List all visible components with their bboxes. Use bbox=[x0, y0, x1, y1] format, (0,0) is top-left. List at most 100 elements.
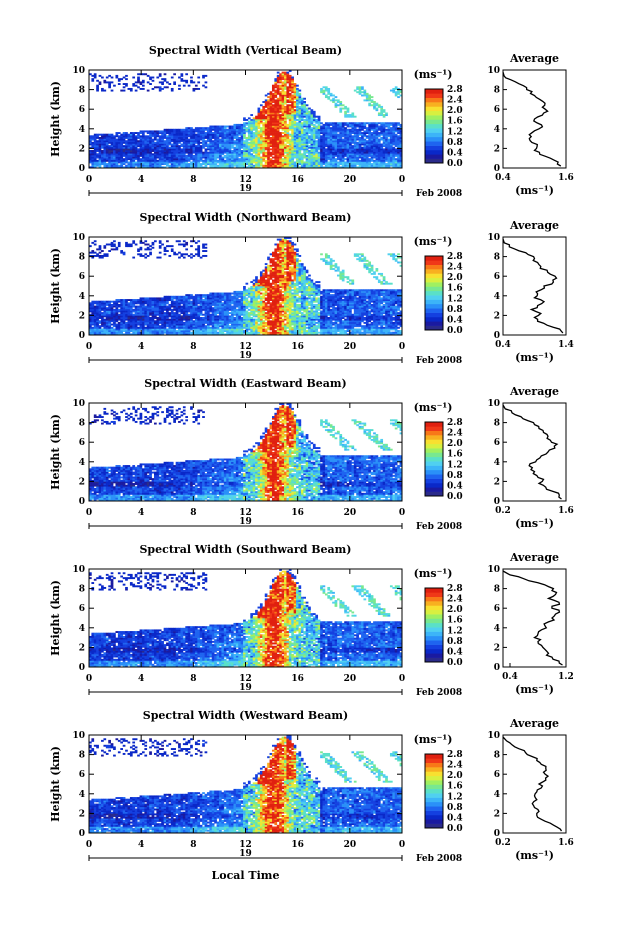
heatmap-cell bbox=[144, 305, 148, 308]
heatmap-cell bbox=[158, 135, 162, 138]
heatmap-cell bbox=[192, 151, 196, 154]
heatmap-cell bbox=[199, 133, 203, 136]
heatmap-cell bbox=[134, 163, 138, 166]
heatmap-cell bbox=[223, 125, 227, 128]
heatmap-cell bbox=[223, 166, 227, 169]
heatmap-cell bbox=[96, 148, 99, 151]
heatmap-cell bbox=[185, 154, 189, 157]
heatmap-cell bbox=[161, 150, 164, 152]
heatmap-cell bbox=[156, 297, 160, 300]
heatmap-cell bbox=[137, 164, 140, 167]
colorbar-swatch bbox=[425, 119, 443, 125]
heatmap-cell bbox=[113, 161, 116, 164]
heatmap-cell bbox=[209, 135, 213, 138]
heatmap-cell bbox=[361, 146, 364, 149]
heatmap-cell bbox=[101, 135, 104, 138]
heatmap-cell bbox=[231, 150, 234, 152]
heatmap-cell bbox=[132, 166, 136, 169]
heatmap-cell bbox=[122, 135, 126, 138]
heatmap-cell bbox=[154, 154, 157, 157]
heatmap-cell bbox=[187, 135, 191, 138]
heatmap-cell bbox=[108, 300, 111, 303]
heatmap-cell bbox=[113, 154, 116, 157]
heatmap-cell bbox=[219, 158, 222, 161]
heatmap-cell bbox=[103, 135, 107, 138]
heatmap-cell bbox=[178, 87, 181, 90]
heatmap-cell bbox=[141, 151, 145, 154]
heatmap-cell bbox=[103, 133, 107, 136]
heatmap-cell bbox=[113, 151, 116, 154]
heatmap-cell bbox=[139, 141, 143, 144]
heatmap-cell bbox=[206, 156, 210, 159]
heatmap-cell bbox=[163, 156, 167, 159]
heatmap-cell bbox=[158, 164, 162, 167]
heatmap-cell bbox=[149, 150, 152, 152]
heatmap-cell bbox=[221, 166, 225, 169]
heatmap-cell bbox=[96, 136, 99, 139]
heatmap-cell bbox=[190, 148, 193, 151]
heatmap-cell bbox=[211, 143, 215, 146]
heatmap-cell bbox=[154, 151, 157, 154]
heatmap-cell bbox=[368, 158, 371, 161]
heatmap-cell bbox=[96, 135, 99, 138]
heatmap-cell bbox=[226, 154, 229, 157]
heatmap-cell bbox=[149, 145, 152, 148]
heatmap-cell bbox=[175, 132, 179, 134]
heatmap-cell bbox=[221, 132, 225, 134]
heatmap-cell bbox=[137, 151, 140, 154]
heatmap-cell bbox=[105, 153, 109, 156]
heatmap-cell bbox=[375, 102, 379, 105]
heatmap-cell bbox=[170, 128, 174, 131]
heatmap-cell bbox=[113, 145, 116, 148]
heatmap-cell bbox=[199, 163, 203, 166]
heatmap-cell bbox=[202, 154, 205, 157]
heatmap-cell bbox=[219, 148, 222, 151]
heatmap-cell bbox=[120, 78, 124, 81]
heatmap-cell bbox=[132, 308, 136, 311]
heatmap-cell bbox=[211, 164, 215, 167]
heatmap-cell bbox=[223, 140, 227, 143]
heatmap-cell bbox=[141, 145, 145, 148]
heatmap-cell bbox=[175, 151, 179, 154]
heatmap-cell bbox=[197, 127, 201, 130]
heatmap-cell bbox=[139, 136, 143, 139]
heatmap-cell bbox=[163, 253, 167, 256]
heatmap-cell bbox=[161, 166, 164, 169]
heatmap-cell bbox=[264, 109, 268, 112]
heatmap-cell bbox=[113, 163, 116, 166]
heatmap-cell bbox=[117, 138, 121, 141]
heatmap-cell bbox=[214, 148, 217, 151]
heatmap-cell bbox=[158, 158, 162, 161]
heatmap-cell bbox=[274, 78, 278, 81]
heatmap-cell bbox=[332, 122, 335, 125]
heatmap-cell bbox=[158, 73, 162, 76]
heatmap-cell bbox=[175, 164, 179, 167]
heatmap-cell bbox=[154, 161, 157, 164]
heatmap-cell bbox=[187, 140, 191, 143]
heatmap-cell bbox=[139, 159, 143, 162]
heatmap-cell bbox=[192, 166, 196, 169]
heatmap-cell bbox=[178, 148, 181, 151]
x-tick-label: 1.6 bbox=[558, 173, 574, 183]
heatmap-cell bbox=[115, 148, 119, 151]
heatmap-cell bbox=[199, 151, 203, 154]
heatmap-cell bbox=[129, 133, 133, 136]
heatmap-cell bbox=[192, 138, 196, 141]
heatmap-cell bbox=[122, 159, 126, 162]
colorbar-tick-label: 0.8 bbox=[447, 138, 463, 148]
heatmap-cell bbox=[204, 127, 208, 130]
heatmap-cell bbox=[110, 241, 114, 244]
heatmap-cell bbox=[199, 159, 203, 162]
heatmap-cell bbox=[146, 140, 150, 143]
heatmap-cell bbox=[387, 138, 391, 141]
heatmap-cell bbox=[98, 164, 102, 167]
heatmap-cell bbox=[182, 154, 186, 157]
heatmap-cell bbox=[105, 253, 109, 256]
heatmap-cell bbox=[185, 79, 189, 82]
colorbar-swatch bbox=[425, 89, 443, 94]
heatmap-cell bbox=[180, 150, 184, 152]
heatmap-cell bbox=[110, 135, 114, 138]
heatmap-cell bbox=[219, 133, 222, 136]
heatmap-cell bbox=[129, 141, 133, 144]
heatmap-cell bbox=[93, 254, 97, 257]
